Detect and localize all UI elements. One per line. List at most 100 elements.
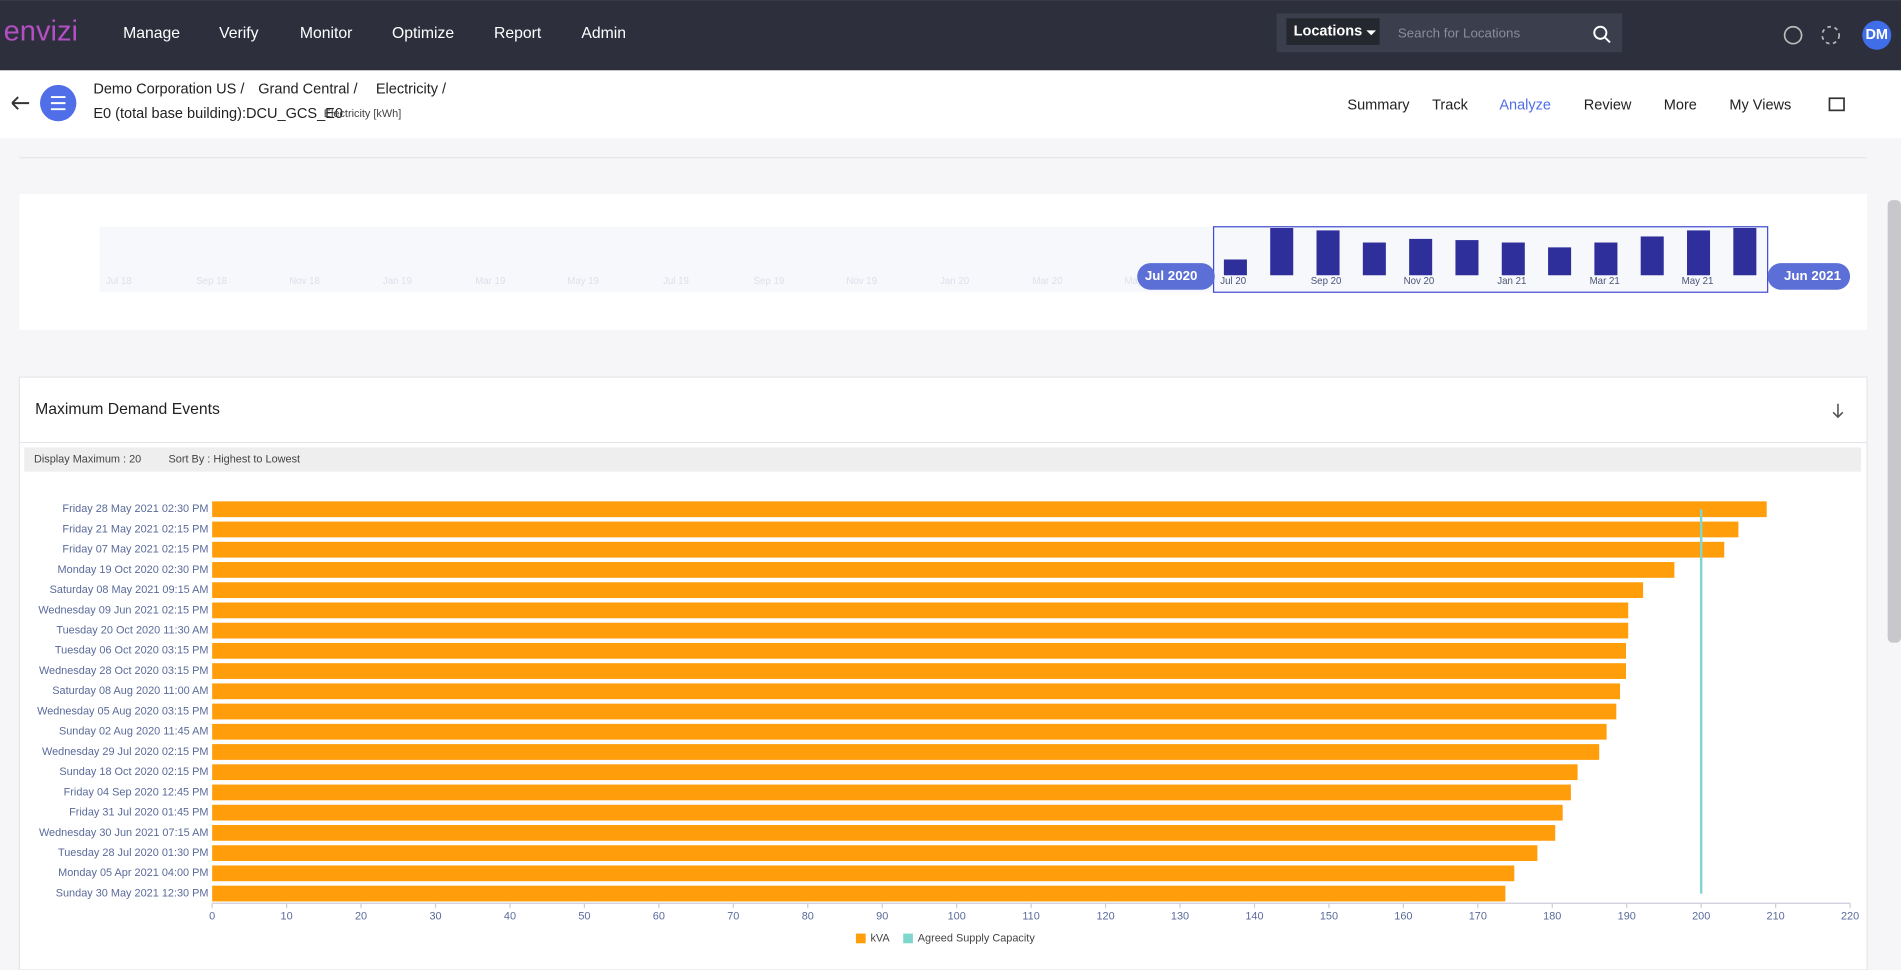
y-tick-label: Friday 28 May 2021 02:30 PM: [62, 503, 208, 515]
y-tick-label: Tuesday 20 Oct 2020 11:30 AM: [56, 624, 208, 636]
tab[interactable]: Analyze: [1499, 97, 1551, 113]
org-icon[interactable]: [1821, 25, 1841, 45]
x-tick-label: 140: [1245, 910, 1263, 922]
bar: [212, 764, 1578, 781]
timeline-label: Sep 18: [196, 276, 227, 287]
meter-unit: Electricity [kWh]: [324, 108, 402, 120]
breadcrumb[interactable]: Demo Corporation US /: [93, 82, 245, 98]
bar: [212, 562, 1675, 578]
timeline-label: May 19: [567, 276, 599, 287]
y-tick-label: Saturday 08 Aug 2020 11:00 AM: [52, 685, 208, 697]
legend-swatch: [855, 933, 866, 944]
back-arrow[interactable]: [11, 96, 30, 110]
timeline-label: Jul 20: [1220, 276, 1246, 287]
search-input[interactable]: Search for Locations: [1398, 26, 1521, 41]
x-tick-label: 90: [876, 910, 888, 922]
timeline-label: Mar 21: [1590, 276, 1620, 287]
nav-item[interactable]: Manage: [123, 25, 180, 42]
caret: [1366, 30, 1377, 36]
x-tick-label: 150: [1320, 910, 1338, 922]
timeline-label: Sep 19: [754, 276, 785, 287]
y-tick-label: Sunday 18 Oct 2020 02:15 PM: [59, 766, 208, 778]
timeline-label: Mar 20: [1032, 276, 1063, 287]
bar: [212, 845, 1538, 861]
legend-label[interactable]: Agreed Supply Capacity: [918, 932, 1036, 944]
avatar-initials: DM: [1865, 27, 1888, 43]
bar: [212, 541, 1725, 558]
breadcrumb[interactable]: Electricity /: [376, 82, 447, 98]
tab[interactable]: Track: [1432, 97, 1469, 113]
x-tick-label: 220: [1841, 910, 1859, 922]
breadcrumb[interactable]: Grand Central /: [258, 82, 358, 98]
timeline-bar: [1640, 236, 1664, 276]
y-tick-label: Wednesday 05 Aug 2020 03:15 PM: [37, 705, 208, 717]
y-tick-label: Tuesday 06 Oct 2020 03:15 PM: [55, 645, 209, 657]
export-icon[interactable]: [1832, 403, 1844, 419]
nav-item[interactable]: Report: [494, 25, 542, 42]
timeline-bar: [1223, 259, 1247, 276]
timeline-label: Mar 19: [475, 276, 505, 287]
timeline-label: May 21: [1682, 276, 1714, 287]
timeline-label: Sep 20: [1311, 276, 1342, 287]
y-tick-label: Friday 31 Jul 2020 01:45 PM: [69, 807, 208, 819]
y-tick-label: Friday 07 May 2021 02:15 PM: [62, 544, 208, 556]
tab[interactable]: My Views: [1729, 97, 1791, 113]
timeline-bar: [1548, 247, 1572, 276]
help-icon[interactable]: [1783, 25, 1803, 45]
display-max[interactable]: Display Maximum : 20: [34, 453, 141, 465]
x-tick-label: 190: [1618, 910, 1636, 922]
x-tick-label: 130: [1171, 910, 1189, 922]
bar: [212, 582, 1644, 599]
tab[interactable]: Summary: [1347, 97, 1410, 113]
legend-swatch: [903, 933, 913, 944]
y-tick-label: Wednesday 28 Oct 2020 03:15 PM: [39, 665, 209, 677]
bar: [212, 744, 1600, 760]
y-tick-label: Saturday 08 May 2021 09:15 AM: [50, 584, 209, 596]
logo[interactable]: envizi: [4, 15, 78, 47]
legend-label[interactable]: kVA: [870, 932, 890, 944]
scrollbar[interactable]: [1887, 200, 1901, 643]
x-tick-label: 0: [209, 910, 215, 922]
x-tick-label: 50: [578, 910, 590, 922]
x-tick-label: 80: [802, 910, 814, 922]
nav-item[interactable]: Admin: [581, 25, 626, 42]
timeline-label: Jul 18: [106, 276, 132, 287]
y-tick-label: Sunday 02 Aug 2020 11:45 AM: [59, 726, 209, 738]
x-tick-label: 180: [1543, 910, 1561, 922]
range-handle[interactable]: [1137, 263, 1215, 290]
x-tick-label: 40: [504, 910, 516, 922]
bar: [212, 885, 1506, 902]
timeline-bar: [1501, 242, 1525, 276]
tab[interactable]: Review: [1584, 97, 1632, 113]
options-bar: [24, 447, 1861, 472]
sort-by[interactable]: Sort By : Highest to Lowest: [169, 453, 301, 465]
avatar[interactable]: [1862, 20, 1892, 50]
search-icon[interactable]: [1593, 25, 1608, 40]
range-selection[interactable]: [1212, 226, 1769, 293]
bar: [212, 703, 1617, 720]
nav-item[interactable]: Optimize: [392, 25, 454, 42]
nav-item[interactable]: Verify: [219, 25, 259, 42]
panel-icon[interactable]: [1828, 97, 1845, 112]
y-tick-label: Friday 04 Sep 2020 12:45 PM: [64, 786, 209, 798]
timeline-label: Nov 20: [1404, 276, 1435, 287]
menu-icon: [50, 96, 66, 111]
x-tick-label: 210: [1767, 910, 1785, 922]
nav-item[interactable]: Monitor: [300, 25, 353, 42]
tab[interactable]: More: [1664, 97, 1697, 113]
timeline-label: Jan 20: [940, 276, 970, 287]
panel-title: Maximum Demand Events: [35, 401, 220, 418]
y-tick-label: Monday 19 Oct 2020 02:30 PM: [58, 564, 209, 576]
bar: [212, 865, 1515, 882]
timeline-label: Jan 21: [1497, 276, 1526, 287]
timeline-bar: [1733, 227, 1757, 276]
x-tick-label: 70: [727, 910, 739, 922]
timeline-bar: [1316, 230, 1340, 276]
scope-dropdown[interactable]: [1286, 18, 1380, 45]
bar: [212, 723, 1607, 740]
range-handle[interactable]: [1767, 263, 1851, 290]
bar: [212, 825, 1556, 841]
timeline-label: Jul 19: [663, 276, 689, 287]
timeline-bar: [1409, 238, 1433, 276]
